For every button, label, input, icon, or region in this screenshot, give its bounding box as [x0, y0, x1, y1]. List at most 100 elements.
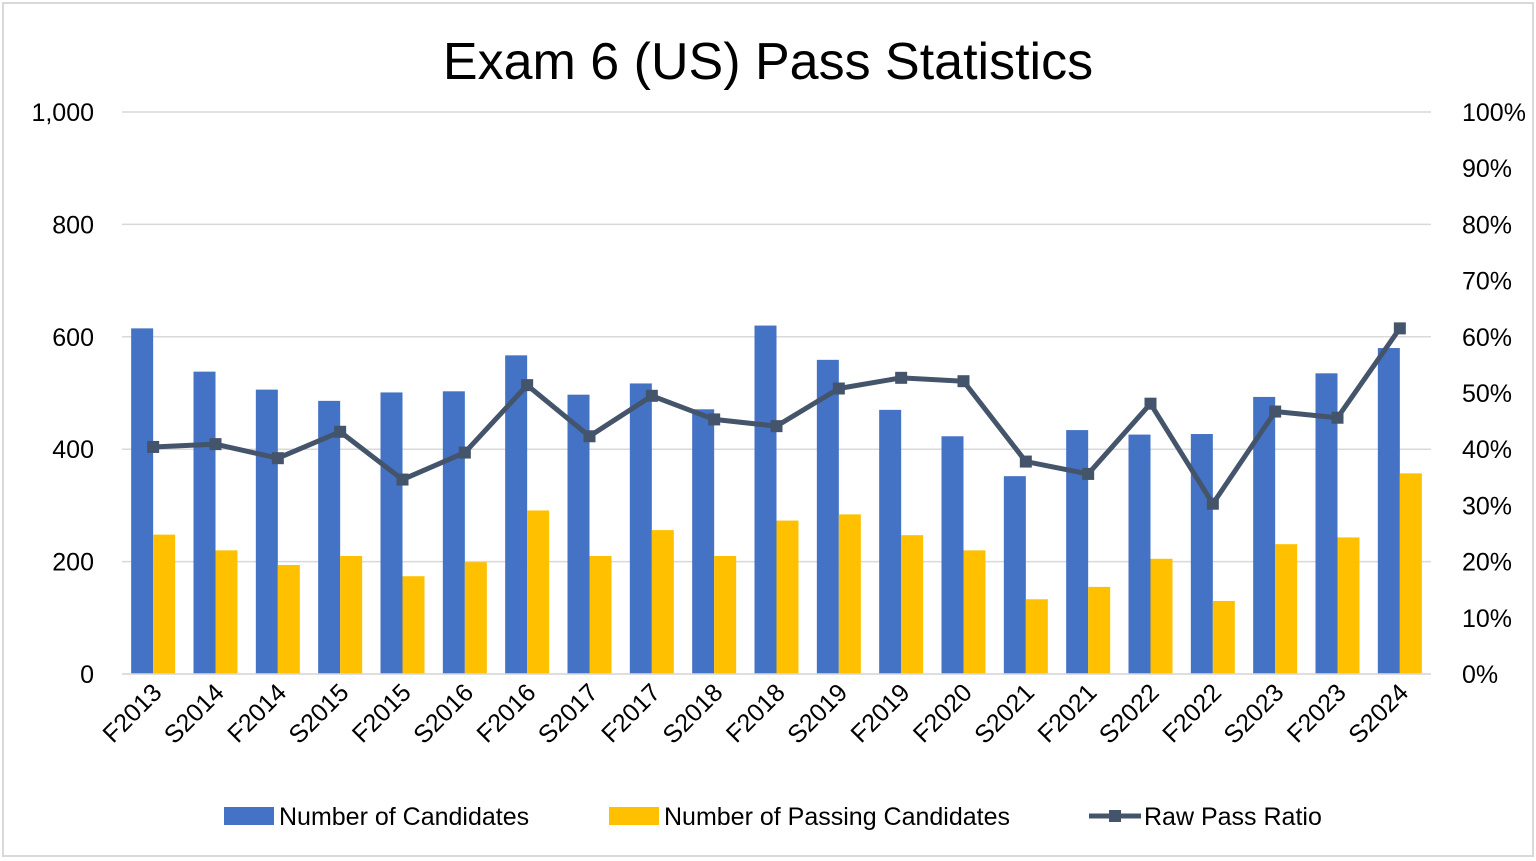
bar-candidates — [380, 392, 403, 674]
bar-passing — [838, 514, 861, 674]
x-tick-label: F2015 — [347, 678, 417, 748]
y-right-tick-label: 70% — [1462, 268, 1512, 296]
pass-ratio-point — [832, 382, 845, 395]
pass-ratio-point — [1019, 455, 1032, 468]
bar-passing — [776, 520, 799, 674]
bar-candidates — [1066, 430, 1089, 674]
x-tick-label: F2014 — [222, 678, 292, 748]
bar-candidates — [816, 359, 839, 674]
bar-candidates — [318, 400, 341, 674]
x-tick-label: S2022 — [1094, 678, 1165, 749]
x-tick-label: S2018 — [657, 678, 728, 749]
bar-passing — [1025, 599, 1048, 674]
bar-passing — [963, 550, 986, 674]
x-tick-label: F2023 — [1282, 678, 1352, 748]
pass-ratio-point — [271, 452, 284, 465]
y-right-tick-label: 0% — [1462, 661, 1498, 689]
pass-ratio-point — [1393, 322, 1406, 335]
pass-ratio-point — [334, 425, 347, 438]
bar-candidates — [879, 409, 902, 674]
x-tick-label: S2016 — [408, 678, 479, 749]
x-tick-label: S2019 — [782, 678, 853, 749]
x-tick-label: S2014 — [159, 678, 230, 749]
pass-ratio-point — [957, 375, 970, 388]
x-tick-label: S2017 — [533, 678, 604, 749]
legend-label-passing: Number of Passing Candidates — [664, 803, 1010, 831]
x-tick-label: F2013 — [97, 678, 167, 748]
bar-candidates — [1253, 396, 1276, 674]
pass-ratio-point — [1269, 405, 1282, 418]
x-tick-label: F2020 — [908, 678, 978, 748]
x-tick-label: F2017 — [596, 678, 666, 748]
bar-passing — [215, 550, 238, 674]
bar-passing — [527, 510, 550, 674]
y-right-tick-label: 40% — [1462, 436, 1512, 464]
pass-ratio-point — [708, 413, 721, 426]
bar-passing — [1088, 586, 1111, 674]
pass-ratio-point — [521, 379, 534, 392]
x-tick-label: S2015 — [283, 678, 354, 749]
pass-ratio-point — [1206, 497, 1219, 510]
legend-marker-ratio — [1109, 810, 1121, 822]
bar-candidates — [505, 355, 528, 674]
bar-candidates — [131, 328, 154, 674]
bar-candidates — [442, 391, 465, 674]
legend-swatch-candidates — [224, 807, 274, 825]
pass-ratio-point — [147, 440, 160, 453]
chart-title: Exam 6 (US) Pass Statistics — [442, 33, 1094, 91]
bar-passing — [402, 576, 425, 674]
bar-passing — [589, 555, 612, 674]
y-left-tick-label: 200 — [52, 549, 94, 577]
y-left-tick-label: 400 — [52, 436, 94, 464]
x-tick-label: F2019 — [845, 678, 915, 748]
bar-candidates — [1315, 373, 1338, 674]
y-right-tick-label: 60% — [1462, 324, 1512, 352]
pass-ratio-point — [770, 420, 783, 433]
bar-passing — [153, 534, 176, 674]
y-left-tick-label: 600 — [52, 324, 94, 352]
y-right-tick-label: 30% — [1462, 492, 1512, 520]
y-right-tick-label: 10% — [1462, 605, 1512, 633]
chart-svg: 0 200 400 600 800 1,000 0% 10% 20% 30% 40% 50% 60% 70… — [31, 99, 1526, 831]
pass-ratio-point — [645, 389, 658, 402]
bar-candidates — [941, 436, 964, 674]
legend-label-ratio: Raw Pass Ratio — [1144, 803, 1322, 831]
bar-passing — [1212, 600, 1235, 674]
x-tick-label: F2016 — [471, 678, 541, 748]
y-right-tick-label: 20% — [1462, 549, 1512, 577]
y-left-tick-label: 800 — [52, 211, 94, 239]
pass-ratio-point — [458, 446, 471, 459]
legend-swatch-passing — [609, 807, 659, 825]
pass-ratio-point — [1082, 467, 1095, 480]
bar-passing — [714, 555, 737, 674]
y-left-tick-label: 1,000 — [31, 99, 94, 127]
pass-ratio-point — [895, 371, 908, 384]
bar-passing — [340, 555, 363, 674]
bar-candidates — [1128, 434, 1151, 674]
pass-ratio-point — [1144, 397, 1157, 410]
bar-candidates — [1377, 348, 1400, 674]
bar-passing — [464, 562, 487, 674]
pass-ratio-point — [583, 430, 596, 443]
bar-candidates — [193, 371, 216, 674]
bar-passing — [1275, 544, 1298, 674]
pass-ratio-point — [209, 438, 222, 451]
x-tick-label: F2022 — [1157, 678, 1227, 748]
bar-candidates — [629, 383, 652, 674]
bar-passing — [651, 530, 674, 674]
bar-candidates — [1003, 476, 1026, 674]
bar-passing — [1399, 473, 1422, 674]
x-tick-label: S2024 — [1343, 678, 1414, 749]
pass-ratio-point — [396, 473, 409, 486]
x-tick-label: F2021 — [1032, 678, 1102, 748]
pass-ratio-point — [1331, 411, 1344, 424]
bar-passing — [901, 535, 924, 674]
y-right-tick-label: 100% — [1462, 99, 1526, 127]
bar-candidates — [567, 394, 590, 674]
x-tick-label: S2023 — [1218, 678, 1289, 749]
bar-candidates — [255, 389, 278, 674]
x-tick-label: S2021 — [969, 678, 1040, 749]
x-tick-label: F2018 — [721, 678, 791, 748]
bar-passing — [277, 564, 300, 674]
